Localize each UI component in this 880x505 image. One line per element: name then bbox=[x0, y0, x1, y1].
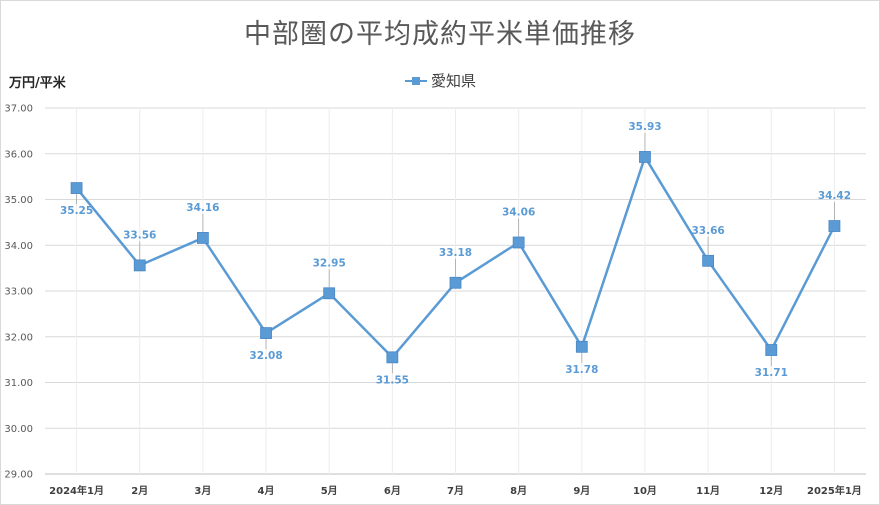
chart-title: 中部圏の平均成約平米単価推移 bbox=[244, 19, 636, 50]
data-label: 32.95 bbox=[313, 257, 346, 269]
x-tick-label: 7月 bbox=[447, 485, 464, 497]
data-point-marker bbox=[828, 220, 841, 232]
x-tick-label: 2024年1月 bbox=[49, 484, 104, 497]
x-tick-label: 4月 bbox=[258, 485, 275, 497]
x-tick-label: 12月 bbox=[759, 485, 783, 497]
y-axis-unit-label: 万円/平米 bbox=[9, 76, 66, 91]
data-label: 31.71 bbox=[755, 367, 788, 379]
x-tick-label: 5月 bbox=[321, 485, 338, 497]
y-tick-label: 29.00 bbox=[4, 470, 33, 481]
x-tick-label: 6月 bbox=[384, 485, 401, 497]
data-label: 34.06 bbox=[502, 207, 535, 219]
data-point-marker bbox=[70, 182, 83, 194]
legend-marker-icon bbox=[405, 76, 427, 86]
data-point-marker bbox=[323, 287, 336, 300]
data-point-marker bbox=[575, 340, 588, 353]
y-tick-label: 33.00 bbox=[4, 287, 33, 298]
y-tick-label: 30.00 bbox=[4, 424, 33, 435]
data-point-marker bbox=[196, 232, 209, 244]
data-label: 31.55 bbox=[376, 374, 409, 386]
legend-label: 愛知県 bbox=[431, 72, 477, 90]
x-tick-label: 11月 bbox=[696, 485, 720, 497]
data-label: 34.42 bbox=[818, 190, 851, 202]
legend: 愛知県 bbox=[405, 70, 476, 91]
y-tick-label: 36.00 bbox=[4, 149, 33, 160]
x-tick-label: 9月 bbox=[573, 485, 590, 497]
y-tick-label: 34.00 bbox=[4, 241, 33, 252]
x-tick-label: 3月 bbox=[194, 485, 211, 497]
data-point-marker bbox=[512, 236, 525, 249]
x-tick-label: 10月 bbox=[633, 485, 657, 497]
y-tick-label: 32.00 bbox=[4, 332, 33, 343]
x-tick-label: 2月 bbox=[131, 485, 148, 497]
y-tick-label: 37.00 bbox=[4, 104, 33, 115]
data-point-marker bbox=[639, 151, 651, 163]
data-label: 35.25 bbox=[60, 205, 93, 217]
data-point-marker bbox=[133, 259, 146, 272]
data-point-marker bbox=[702, 254, 715, 267]
x-tick-label: 2025年1月 bbox=[807, 484, 862, 497]
y-tick-label: 31.00 bbox=[4, 378, 33, 389]
data-label: 33.56 bbox=[123, 229, 156, 241]
data-point-marker bbox=[449, 276, 462, 289]
data-label: 33.66 bbox=[692, 225, 725, 237]
data-label: 32.08 bbox=[249, 350, 282, 362]
data-label: 34.16 bbox=[186, 202, 219, 214]
data-label: 31.78 bbox=[565, 364, 598, 376]
y-tick-label: 35.00 bbox=[4, 195, 33, 206]
x-tick-label: 8月 bbox=[510, 485, 527, 497]
data-point-marker bbox=[765, 344, 778, 356]
data-point-marker bbox=[386, 351, 399, 364]
data-label: 33.18 bbox=[439, 247, 472, 259]
data-point-marker bbox=[260, 327, 272, 339]
data-label: 35.93 bbox=[628, 121, 661, 133]
